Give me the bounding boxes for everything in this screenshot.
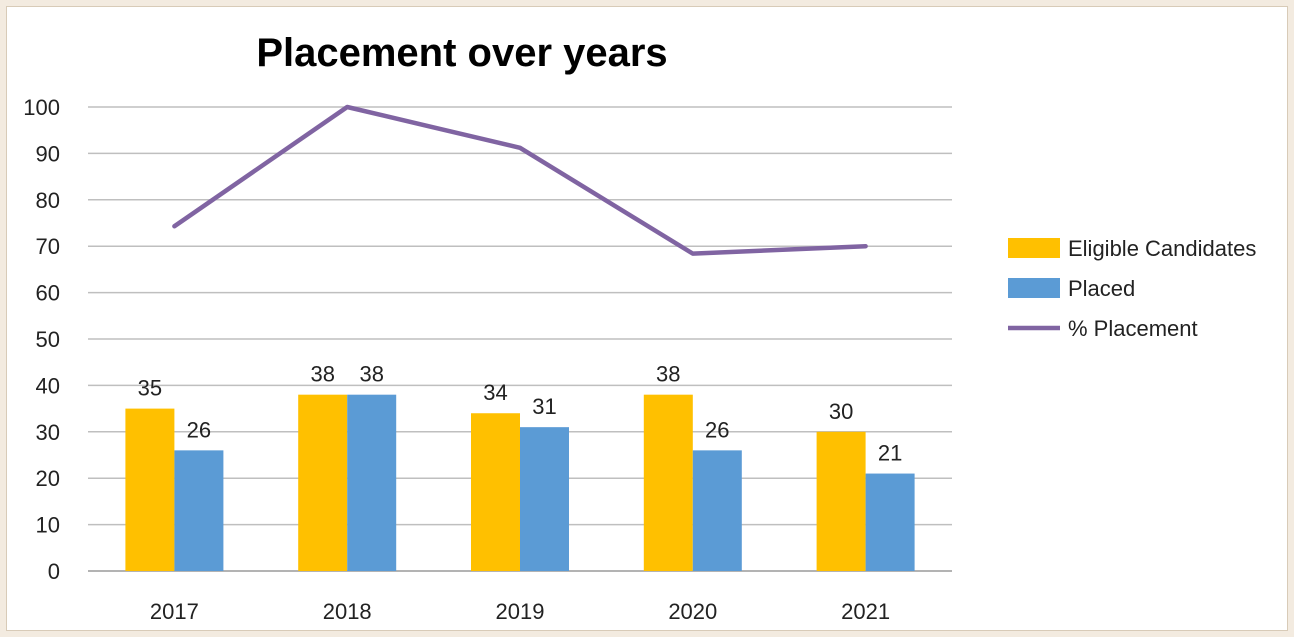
y-tick-label: 40 (36, 373, 60, 398)
y-tick-label: 0 (48, 559, 60, 584)
bar-placed-2017 (174, 450, 224, 571)
chart-title: Placement over years (256, 31, 667, 75)
data-label: 34 (483, 380, 507, 405)
placement-line (172, 104, 868, 256)
x-tick-label: 2018 (323, 599, 372, 624)
bars (125, 394, 915, 571)
legend-label: Placed (1068, 276, 1135, 301)
x-tick-label: 2020 (668, 599, 717, 624)
y-tick-label: 50 (36, 327, 60, 352)
placement-line-layer (172, 104, 868, 256)
data-label: 31 (532, 394, 556, 419)
x-tick-label: 2019 (496, 599, 545, 624)
bar-placed-2019 (520, 427, 569, 571)
bar-placed-2021 (865, 473, 915, 571)
y-tick-label: 100 (23, 95, 60, 120)
data-label: 38 (656, 362, 680, 387)
data-label: 38 (310, 362, 334, 387)
bar-eligible-candidates-2020 (643, 394, 693, 571)
legend-label: Eligible Candidates (1068, 236, 1256, 261)
data-label: 26 (705, 417, 729, 442)
bar-eligible-candidates-2019 (471, 413, 520, 571)
gridlines (88, 106, 952, 572)
x-axis-ticks: 2017 2018 2019 2020 2021 (150, 599, 890, 624)
x-tick-label: 2017 (150, 599, 199, 624)
data-label: 35 (138, 376, 162, 401)
y-tick-label: 60 (36, 281, 60, 306)
y-axis-ticks: 0 10 20 30 40 50 60 70 80 90 100 (23, 95, 60, 584)
y-tick-label: 10 (36, 513, 60, 538)
x-tick-label: 2021 (841, 599, 890, 624)
data-label: 30 (829, 399, 853, 424)
legend-swatch (1008, 238, 1060, 258)
y-tick-label: 30 (36, 420, 60, 445)
y-tick-label: 20 (36, 466, 60, 491)
legend-label: % Placement (1068, 316, 1198, 341)
y-tick-label: 80 (36, 188, 60, 213)
legend: Eligible Candidates Placed % Placement (1008, 236, 1256, 341)
legend-swatch (1008, 278, 1060, 298)
data-label: 21 (878, 441, 902, 466)
bar-eligible-candidates-2021 (816, 431, 866, 571)
bar-eligible-candidates-2018 (298, 394, 348, 571)
bar-placed-2020 (692, 450, 742, 571)
y-tick-label: 90 (36, 141, 60, 166)
data-label: 26 (187, 417, 211, 442)
y-tick-label: 70 (36, 234, 60, 259)
bar-eligible-candidates-2017 (125, 408, 175, 571)
data-labels: 35 38 34 38 30 26 38 31 26 21 (138, 362, 903, 466)
data-label: 38 (359, 362, 383, 387)
bar-placed-2018 (347, 394, 397, 571)
